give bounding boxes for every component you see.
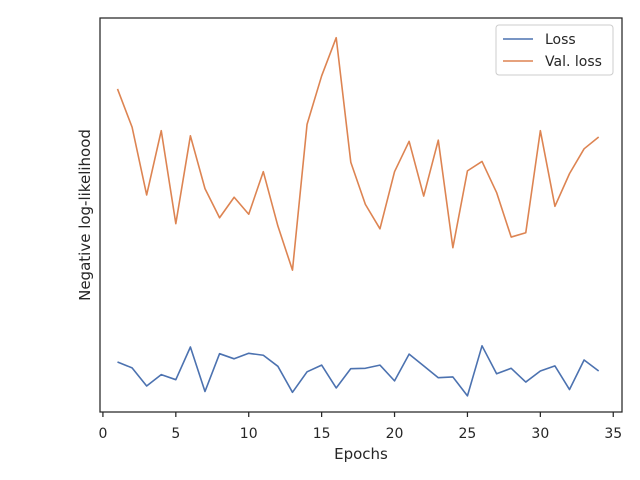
x-tick-label: 10 — [240, 426, 258, 442]
x-tick-label: 0 — [98, 426, 107, 442]
legend-label-val-loss: Val. loss — [545, 54, 602, 70]
legend: Loss Val. loss — [495, 24, 614, 76]
plot-frame — [99, 17, 623, 413]
x-tick-label: 5 — [171, 426, 180, 442]
x-tick-label: 30 — [531, 426, 549, 442]
series-line-val-loss — [116, 36, 600, 271]
x-tick-label: 35 — [604, 426, 622, 442]
x-tick-label: 25 — [459, 426, 477, 442]
x-tick-label: 20 — [386, 426, 404, 442]
legend-frame — [495, 24, 614, 76]
plot-area — [99, 17, 623, 413]
x-axis-label: Epochs — [334, 445, 388, 463]
x-tick-label: 15 — [313, 426, 331, 442]
series-line-loss — [117, 345, 600, 397]
y-axis-label: Negative log-likelihood — [76, 129, 94, 301]
x-axis: 0 5 10 15 20 25 30 35 — [98, 412, 622, 442]
series-layer — [116, 36, 600, 397]
legend-label-loss: Loss — [545, 32, 576, 48]
